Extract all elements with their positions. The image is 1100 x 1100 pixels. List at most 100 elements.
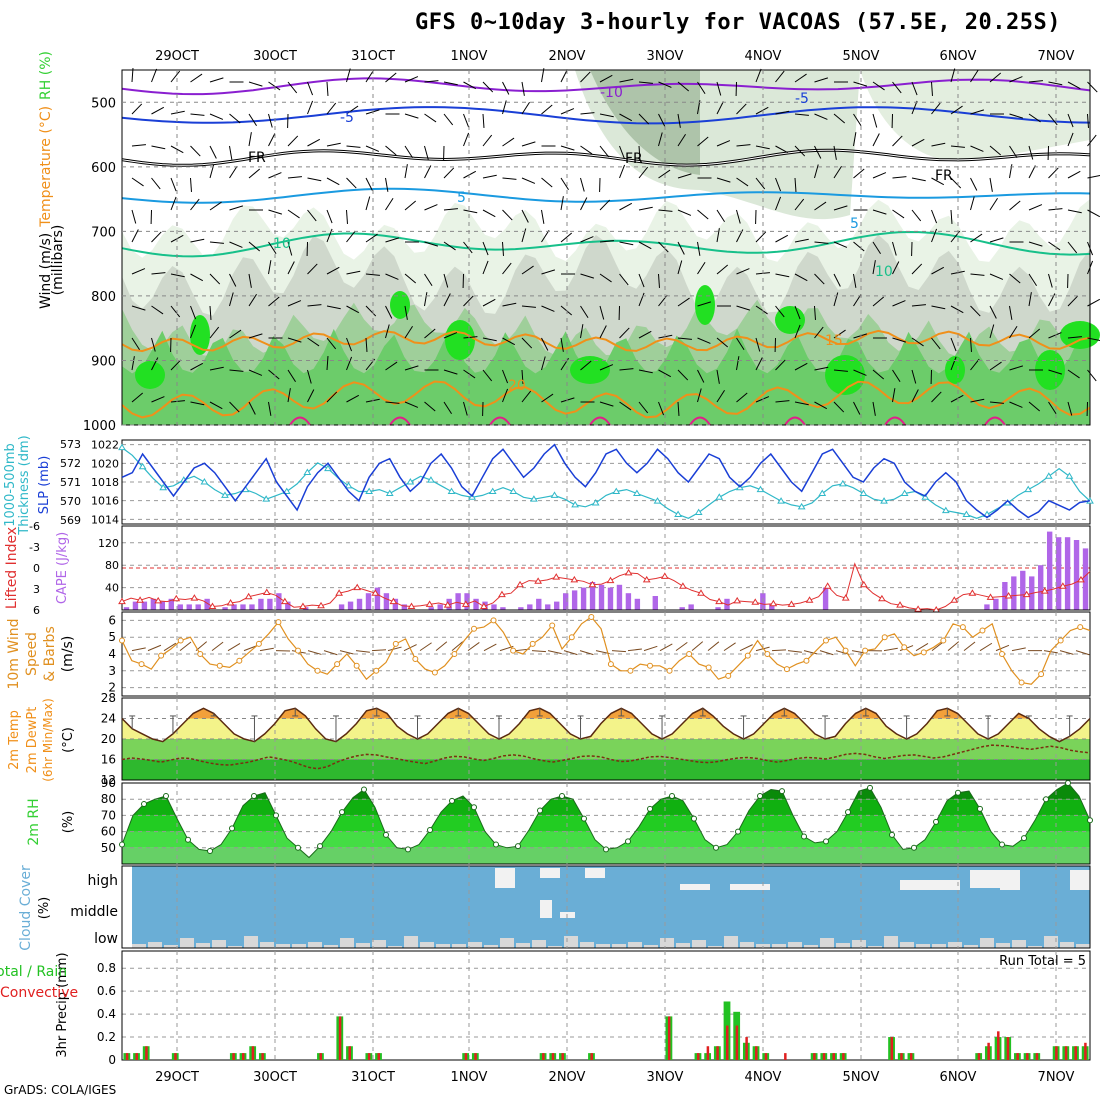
precip-conv-bar (1006, 1037, 1010, 1060)
cloud-low (964, 945, 978, 948)
cape-bar (231, 604, 237, 610)
contour-label: 20 (508, 378, 526, 394)
temp-panel: 28 24 20 16 12 2m Temp 2m DewPt (6hr Min/Max) (°… (7, 691, 1091, 787)
wind-barb (365, 145, 380, 152)
wind-barb (482, 337, 497, 342)
wind-barb-10m (611, 650, 627, 653)
wind-barb (404, 325, 413, 339)
wind-barb (131, 268, 146, 275)
rh-line-marker (273, 812, 279, 819)
wind-barb (911, 209, 922, 222)
cloud-low (676, 943, 690, 948)
wind-barb (170, 400, 185, 403)
wind-barb (268, 133, 276, 147)
wind-barb (307, 304, 322, 307)
wind-barb (346, 105, 359, 115)
ylabel-cloud-1: Cloud Cover (18, 865, 34, 951)
wind-barb (658, 241, 669, 253)
wind-speed-line-marker (353, 662, 360, 669)
temp-band (122, 759, 1090, 780)
wind-barb (794, 198, 805, 211)
wind-barb (307, 177, 322, 182)
wind-barb (346, 177, 357, 189)
wind-barb (853, 333, 868, 339)
ylabel-thickness-2: Thickness (dm) (17, 435, 32, 535)
wind-barb (775, 145, 789, 154)
wind-barb-10m (883, 647, 898, 652)
top-tick-31OCT: 31OCT (351, 49, 395, 64)
wind-barb (385, 72, 397, 83)
cape-bar (240, 604, 246, 610)
top-tick-1NOV: 1NOV (451, 49, 488, 64)
li-line-marker (606, 576, 615, 584)
wind-barb-10m (1059, 650, 1074, 655)
cloud-low (500, 938, 514, 948)
wind-barb (580, 273, 595, 279)
wind-speed-line-marker (138, 661, 145, 668)
rh-line-marker (493, 841, 499, 848)
rh-line-marker (471, 804, 477, 811)
cape-bar (1038, 565, 1044, 610)
precip-conv-bar (822, 1053, 826, 1060)
wind-barb (1067, 401, 1073, 416)
ylabel-wind-4: (m/s) (60, 636, 76, 673)
bottom-tick-30OCT: 30OCT (253, 1070, 297, 1085)
wind-speed-line-marker (823, 637, 829, 644)
rh-line-marker (977, 805, 983, 812)
li-line-marker (244, 592, 253, 600)
wind-barb (229, 113, 241, 124)
cloud-low (548, 946, 562, 948)
wind-barb (424, 80, 439, 83)
wind-barb (1067, 113, 1074, 128)
rh-line-marker (251, 792, 257, 799)
cape-tick: 80 (105, 559, 119, 572)
wind-barb (346, 356, 353, 371)
wind-barb (775, 359, 786, 371)
thickness-line-marker (900, 489, 909, 496)
precip-conv-bar (745, 1037, 748, 1060)
ylabel-rh-1: 2m RH (26, 798, 42, 845)
cape-bar (625, 593, 632, 610)
wind-barb (911, 138, 925, 147)
wind-barb (463, 241, 473, 254)
wind-speed-line-marker (803, 657, 810, 664)
wind-barb (1028, 273, 1037, 287)
wind-barb (677, 241, 685, 255)
wind-barb-10m (419, 642, 432, 652)
wind-barb (560, 196, 564, 211)
wind-barb (541, 68, 545, 83)
precip-conv-bar (551, 1053, 555, 1060)
cloud-low (1060, 942, 1074, 948)
wind-barb (833, 273, 841, 287)
cape-bar (993, 598, 999, 610)
wind-barb (151, 396, 165, 403)
upper-air-panel: 500 600 700 800 900 1000 (millibars)Wind (m/s)… (38, 51, 1100, 434)
wind-barb-10m (979, 642, 993, 652)
wind-speed-line-marker (744, 652, 751, 659)
wind-barb-10m (563, 650, 578, 656)
wind-barb (248, 333, 263, 339)
wind-barb (502, 262, 512, 275)
wind-barb (170, 359, 182, 371)
wind-barb (346, 270, 361, 275)
wind-barb (970, 305, 981, 317)
precip-conv-bar (1084, 1042, 1087, 1060)
wind-speed-line-marker (842, 647, 849, 654)
ylabel-temp-1: 2m Temp (7, 710, 22, 770)
wind-barb (697, 136, 709, 147)
li-line-marker (516, 580, 524, 588)
cloud-low (244, 936, 258, 948)
wind-barb (697, 337, 711, 344)
cloud-low (372, 940, 386, 948)
wind-barb (482, 369, 493, 382)
freezing-level-inner (121, 149, 1091, 166)
wind-barb (931, 142, 946, 147)
wind-barb (209, 145, 217, 159)
rh-line-marker (119, 841, 125, 848)
cloud-low (708, 946, 722, 948)
wind-barb-10m (755, 646, 770, 652)
cape-bar (204, 598, 210, 610)
thickness-line-marker (777, 497, 785, 504)
wind-barb (502, 302, 517, 307)
wind-barb (775, 177, 782, 192)
